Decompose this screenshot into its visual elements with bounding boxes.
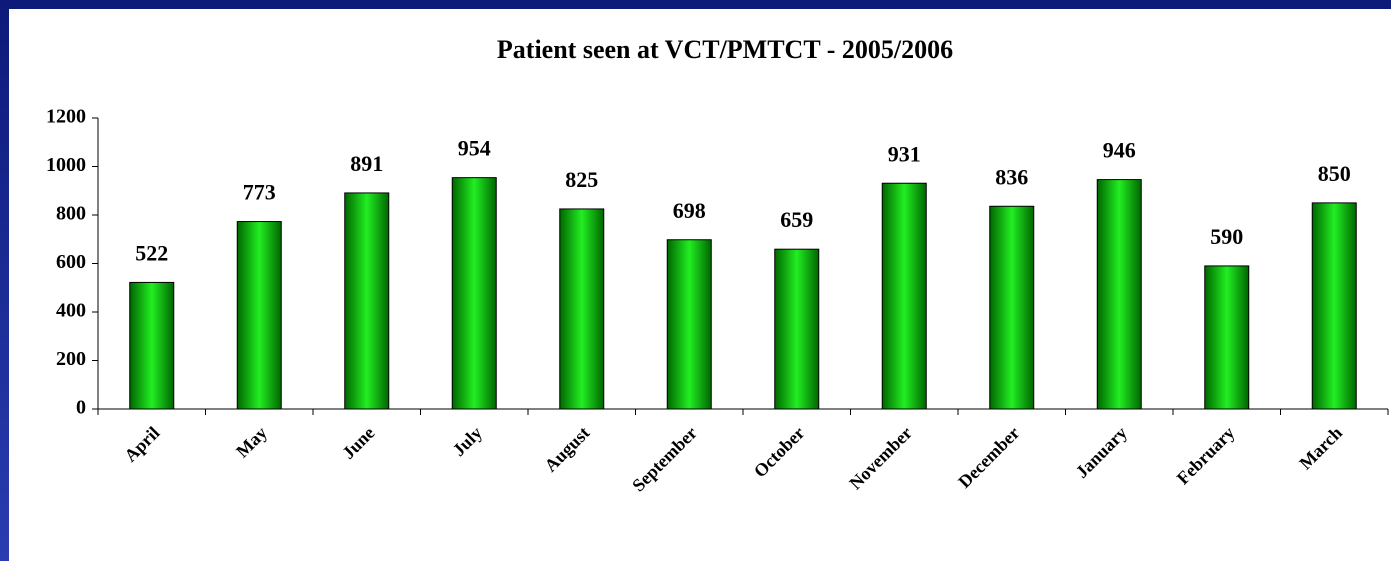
bar: [989, 205, 1035, 410]
bar: [129, 281, 175, 410]
bar: [344, 192, 390, 410]
bar: [236, 221, 282, 410]
bar: [559, 208, 605, 410]
y-tick-label: 400: [56, 300, 86, 322]
value-label: 946: [1103, 138, 1136, 163]
value-label: 954: [458, 136, 491, 161]
y-tick-label: 0: [76, 397, 86, 419]
bar: [451, 177, 497, 410]
bar: [666, 239, 712, 410]
value-label: 891: [350, 151, 383, 176]
value-label: 836: [995, 164, 1028, 189]
y-tick-label: 1000: [46, 154, 86, 176]
value-label: 659: [780, 207, 813, 232]
value-label: 931: [888, 141, 921, 166]
value-label: 522: [135, 240, 168, 265]
value-label: 773: [243, 180, 276, 205]
value-label: 698: [673, 198, 706, 223]
bar: [774, 248, 820, 410]
chart-title: Patient seen at VCT/PMTCT - 2005/2006: [497, 35, 953, 64]
bar: [1204, 265, 1250, 410]
bar: [1311, 202, 1357, 410]
y-tick-label: 800: [56, 203, 86, 225]
value-label: 590: [1210, 224, 1243, 249]
bar: [881, 182, 927, 410]
value-label: 850: [1318, 161, 1351, 186]
value-label: 825: [565, 167, 598, 192]
y-tick-label: 600: [56, 251, 86, 273]
y-tick-label: 1200: [46, 106, 86, 128]
y-tick-label: 200: [56, 348, 86, 370]
bar: [1096, 179, 1142, 410]
